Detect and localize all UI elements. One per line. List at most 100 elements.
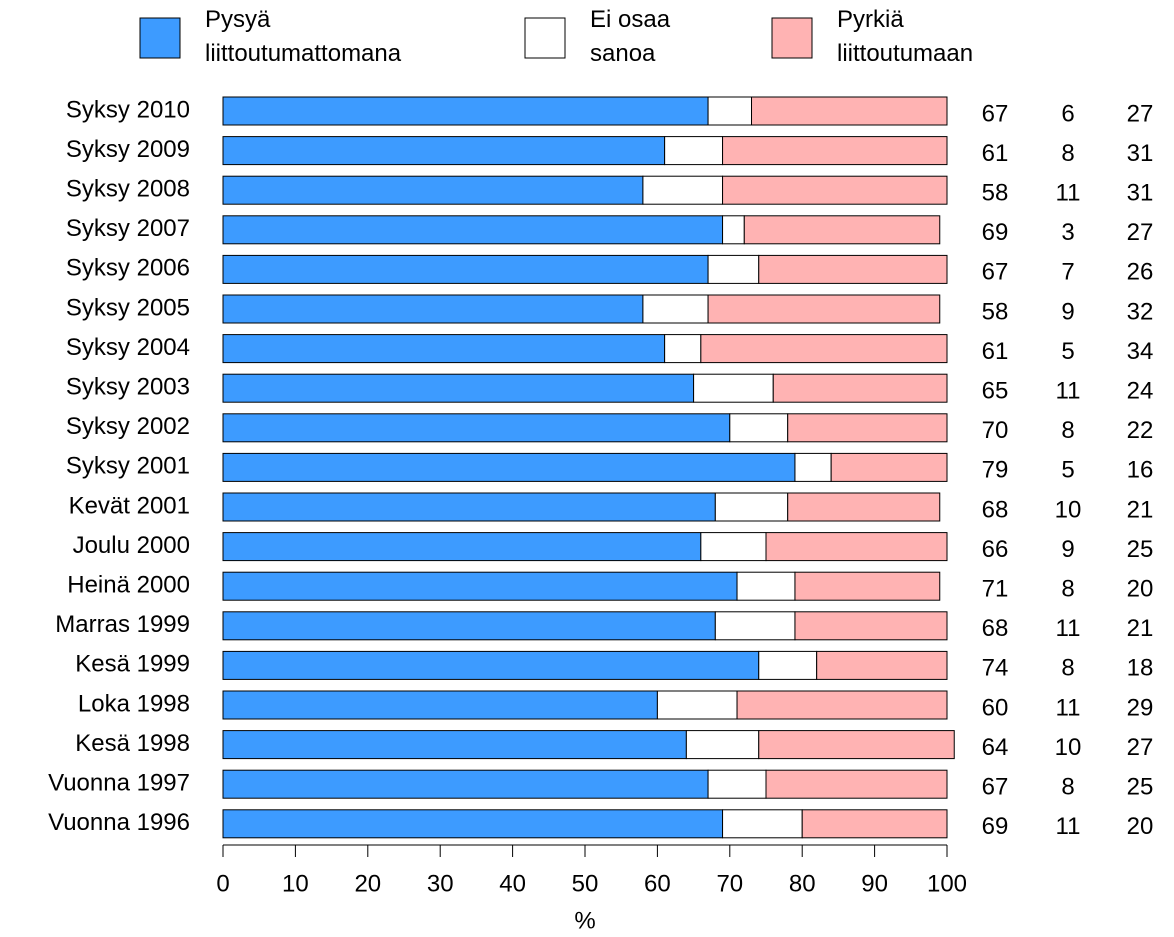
data-label: 68 bbox=[982, 496, 1009, 523]
bar-segment bbox=[222, 769, 709, 799]
bar-segment bbox=[222, 136, 666, 166]
data-label: 26 bbox=[1127, 259, 1154, 286]
bar-segment bbox=[714, 611, 796, 641]
bar-segment bbox=[664, 136, 724, 166]
y-tick-label: Vuonna 1997 bbox=[48, 770, 190, 797]
data-label: 11 bbox=[1056, 813, 1081, 840]
bar-segment bbox=[758, 730, 955, 760]
y-tick-label: Marras 1999 bbox=[55, 611, 190, 638]
y-tick-label: Joulu 2000 bbox=[73, 532, 190, 559]
data-label: 70 bbox=[982, 417, 1009, 444]
bar-segment bbox=[222, 532, 702, 562]
data-label: 21 bbox=[1127, 496, 1154, 523]
y-tick-label: Syksy 2008 bbox=[66, 176, 190, 203]
bar-segment bbox=[801, 809, 948, 839]
data-label: 34 bbox=[1127, 338, 1154, 365]
y-tick-label: Kesä 1998 bbox=[75, 730, 190, 757]
legend-label: Pysyä liittoutumattomana bbox=[205, 6, 402, 67]
legend-swatch bbox=[139, 17, 181, 59]
legend-swatch bbox=[524, 17, 566, 59]
data-label: 27 bbox=[1127, 734, 1154, 761]
x-axis-label: % bbox=[574, 907, 595, 934]
bar-segment bbox=[722, 175, 948, 205]
bar-segment bbox=[765, 769, 948, 799]
x-tick-label: 100 bbox=[927, 870, 967, 897]
bar-segment bbox=[787, 492, 941, 522]
bar-segment bbox=[222, 452, 796, 482]
bar-segment bbox=[794, 571, 941, 601]
bar-segment bbox=[222, 334, 666, 364]
data-label: 79 bbox=[982, 457, 1009, 484]
data-label: 67 bbox=[982, 259, 1009, 286]
data-label: 29 bbox=[1127, 694, 1154, 721]
y-tick-label: Syksy 2009 bbox=[66, 136, 190, 163]
bar-segment bbox=[714, 492, 789, 522]
y-tick-label: Kesä 1999 bbox=[75, 651, 190, 678]
y-tick-label: Syksy 2006 bbox=[66, 255, 190, 282]
data-label: 18 bbox=[1127, 655, 1154, 682]
x-tick-label: 70 bbox=[716, 870, 743, 897]
data-label: 20 bbox=[1127, 576, 1154, 603]
bar-segment bbox=[736, 571, 796, 601]
data-label: 25 bbox=[1127, 536, 1154, 563]
data-label: 10 bbox=[1055, 496, 1082, 523]
bar-segment bbox=[222, 730, 687, 760]
bar-segment bbox=[222, 690, 658, 720]
data-label: 68 bbox=[982, 615, 1009, 642]
bar-segment bbox=[772, 373, 948, 403]
y-tick-label: Syksy 2003 bbox=[66, 374, 190, 401]
data-label: 66 bbox=[982, 536, 1009, 563]
data-label: 22 bbox=[1127, 417, 1154, 444]
bar-segment bbox=[664, 334, 702, 364]
y-tick-label: Loka 1998 bbox=[78, 690, 190, 717]
data-label: 20 bbox=[1127, 813, 1154, 840]
data-label: 8 bbox=[1061, 576, 1074, 603]
bar-segment bbox=[722, 136, 948, 166]
data-label: 58 bbox=[982, 298, 1009, 325]
data-label: 16 bbox=[1127, 457, 1154, 484]
y-tick-label: Syksy 2004 bbox=[66, 334, 190, 361]
data-label: 6 bbox=[1061, 100, 1074, 127]
y-tick-label: Vuonna 1996 bbox=[48, 809, 190, 836]
bar-segment bbox=[830, 452, 948, 482]
bar-segment bbox=[787, 413, 948, 443]
bar-segment bbox=[794, 452, 832, 482]
data-label: 64 bbox=[982, 734, 1009, 761]
bar-segment bbox=[222, 254, 709, 284]
bar-segment bbox=[685, 730, 760, 760]
data-label: 60 bbox=[982, 694, 1009, 721]
y-tick-label: Kevät 2001 bbox=[69, 492, 190, 519]
x-tick-label: 80 bbox=[789, 870, 816, 897]
data-label: 31 bbox=[1127, 180, 1154, 207]
data-label: 27 bbox=[1127, 100, 1154, 127]
bar-segment bbox=[700, 532, 767, 562]
bar-segment bbox=[707, 294, 941, 324]
bar-segment bbox=[222, 571, 738, 601]
x-tick-label: 20 bbox=[354, 870, 381, 897]
bar-segment bbox=[751, 96, 948, 126]
bar-segment bbox=[222, 492, 716, 522]
bar-segment bbox=[816, 650, 948, 680]
bar-segment bbox=[642, 175, 724, 205]
bar-segment bbox=[222, 294, 644, 324]
legend-label: Ei osaa sanoa bbox=[590, 6, 671, 67]
data-label: 67 bbox=[982, 100, 1009, 127]
bar-segment bbox=[222, 373, 695, 403]
data-label: 74 bbox=[982, 655, 1009, 682]
bar-segment bbox=[794, 611, 948, 641]
data-label: 25 bbox=[1127, 774, 1154, 801]
bar-segment bbox=[729, 413, 789, 443]
data-label: 8 bbox=[1061, 655, 1074, 682]
data-label: 9 bbox=[1061, 298, 1074, 325]
data-label: 11 bbox=[1056, 694, 1081, 721]
data-label: 7 bbox=[1061, 259, 1074, 286]
data-label: 11 bbox=[1056, 180, 1081, 207]
y-tick-label: Syksy 2010 bbox=[66, 96, 190, 123]
data-label: 24 bbox=[1127, 378, 1154, 405]
bar-segment bbox=[736, 690, 948, 720]
data-label: 71 bbox=[982, 576, 1009, 603]
bar-segment bbox=[222, 650, 760, 680]
data-label: 61 bbox=[982, 338, 1009, 365]
data-label: 27 bbox=[1127, 219, 1154, 246]
bar-segment bbox=[642, 294, 709, 324]
